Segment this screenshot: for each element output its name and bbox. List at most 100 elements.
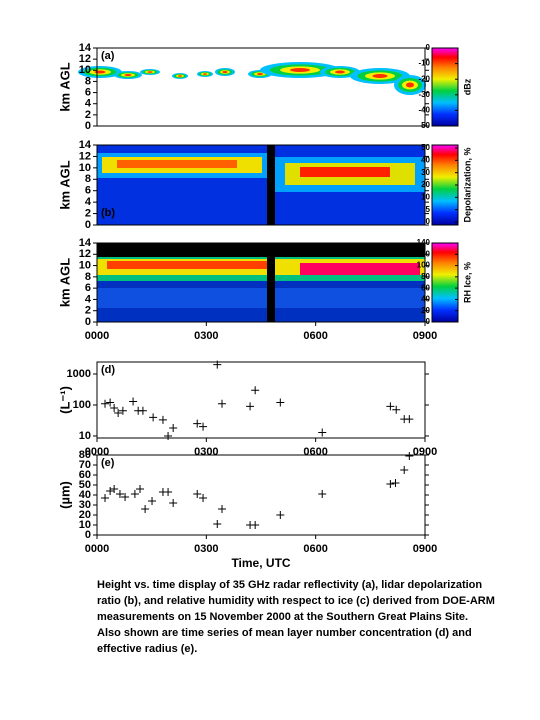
data-point	[318, 428, 327, 437]
data-point	[138, 406, 147, 415]
x-tick-label: 0600	[303, 446, 327, 458]
data-point	[276, 511, 285, 519]
colorbar-tick-label: 10	[421, 192, 430, 201]
echo-core	[124, 74, 132, 76]
x-tick-label: 0300	[194, 543, 218, 555]
colorbar-tick-label: -40	[418, 106, 430, 115]
y-tick-label: 8	[85, 173, 91, 185]
data-point	[218, 505, 227, 513]
colorbar-tick-label: 20	[421, 180, 430, 189]
y-tick-label: 12	[79, 150, 91, 162]
colorbar-tick-label: 30	[421, 168, 430, 177]
colorbar	[431, 47, 459, 127]
data-point	[118, 406, 127, 415]
data-point	[318, 490, 327, 498]
colorbar-tick-label: 20	[421, 306, 430, 315]
echo-core	[372, 74, 388, 78]
y-tick-label: 0	[85, 529, 91, 541]
y-tick-label: 0	[85, 120, 91, 132]
data-point	[164, 488, 173, 496]
layer	[117, 160, 237, 168]
panel-label: (b)	[101, 207, 115, 219]
y-tick-label: 10	[79, 162, 91, 174]
x-tick-label: 0900	[413, 330, 437, 342]
y-tick-label: 4	[85, 196, 92, 208]
data-point	[121, 493, 130, 501]
panel-label: (d)	[101, 364, 115, 376]
y-tick-label: 14	[79, 237, 92, 249]
echo-core	[257, 73, 263, 75]
data-point	[400, 466, 409, 474]
data-point	[199, 494, 208, 502]
y-tick-label: 4	[85, 98, 92, 110]
colorbar-tick-label: 40	[421, 155, 430, 164]
layer	[300, 263, 420, 275]
colorbar-tick-label: 140	[417, 238, 431, 247]
y-tick-label: 80	[79, 449, 91, 461]
colorbar-tick-label: 5	[426, 205, 431, 214]
data-point	[251, 386, 260, 395]
band	[97, 288, 425, 308]
colorbar-tick-label: 0	[426, 317, 431, 326]
plot-frame	[96, 242, 426, 323]
data-point	[110, 403, 119, 412]
gap	[267, 145, 275, 225]
data-point	[114, 409, 123, 418]
layer	[300, 167, 390, 177]
y-tick-label: 2	[85, 207, 91, 219]
data-point	[213, 360, 222, 369]
data-point	[386, 480, 395, 488]
data-point	[106, 487, 115, 495]
y-axis-label: (L⁻¹)	[57, 386, 72, 414]
x-tick-label: 0300	[194, 330, 218, 342]
data-point	[276, 398, 285, 407]
layer	[107, 261, 267, 269]
data-point	[405, 452, 414, 460]
plot-frame	[96, 361, 426, 439]
data-point	[193, 490, 202, 498]
echo-core	[290, 68, 310, 72]
colorbar-tick-label: 100	[417, 261, 431, 270]
data-point	[251, 521, 260, 529]
data-point	[213, 520, 222, 528]
x-tick-label: 0000	[85, 543, 109, 555]
data-point	[169, 499, 178, 507]
data-point	[246, 402, 255, 411]
colorbar-tick-label: 0	[426, 217, 431, 226]
colorbar-tick-label: 0	[426, 43, 431, 52]
y-tick-label: 10	[79, 259, 91, 271]
data-point	[392, 405, 401, 414]
data-point	[199, 422, 208, 431]
echo-core	[335, 70, 345, 74]
colorbar-tick-label: 40	[421, 295, 430, 304]
echo-core	[222, 71, 228, 73]
colorbar	[431, 242, 459, 323]
data-point	[169, 424, 178, 433]
y-tick-label: 10	[79, 519, 91, 531]
y-tick-label: 4	[85, 293, 92, 305]
data-point	[110, 485, 119, 493]
plot-frame	[96, 144, 426, 226]
echo-core	[203, 73, 207, 75]
y-tick-label: 1000	[67, 368, 91, 380]
x-tick-label: 0600	[303, 330, 327, 342]
caption-line: Height vs. time display of 35 GHz radar …	[97, 579, 482, 591]
caption-line: effective radius (e).	[97, 643, 197, 655]
y-tick-label: 100	[73, 399, 91, 411]
data-point	[164, 431, 173, 440]
echo-core	[94, 70, 106, 74]
colorbar-tick-label: -20	[418, 74, 430, 83]
data-point	[101, 399, 110, 408]
y-tick-label: 30	[79, 499, 91, 511]
data-point	[136, 485, 145, 493]
y-tick-label: 20	[79, 509, 91, 521]
y-tick-label: 14	[79, 139, 92, 151]
y-tick-label: 2	[85, 109, 91, 121]
echo-core	[147, 71, 153, 73]
plot-frame	[96, 454, 426, 536]
colorbar	[431, 144, 459, 226]
data-point	[101, 494, 110, 502]
data-point	[130, 490, 139, 498]
